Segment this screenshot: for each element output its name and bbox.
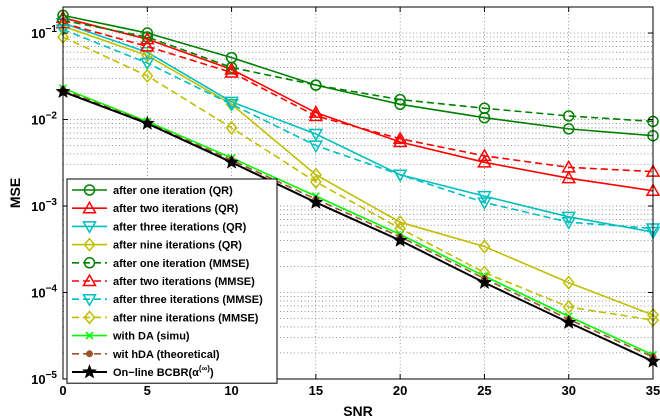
y-tick-labels: 10−5 10−4 10−3 10−2 10−1 bbox=[31, 24, 57, 387]
x-tick-label: 30 bbox=[561, 383, 575, 398]
data-point bbox=[477, 154, 492, 168]
data-point bbox=[141, 68, 154, 84]
data-point bbox=[562, 299, 575, 315]
data-point bbox=[478, 239, 491, 254]
y-tick-label: 10−1 bbox=[31, 24, 57, 41]
x-tick-labels: 0 5 10 15 20 25 30 35 bbox=[59, 383, 660, 398]
series-after-one-iteration-mmse bbox=[57, 14, 659, 128]
data-point bbox=[477, 197, 492, 210]
x-tick-label: 10 bbox=[224, 383, 238, 398]
data-point bbox=[224, 99, 239, 112]
y-tick-label: 10−2 bbox=[31, 111, 57, 128]
series-line bbox=[62, 19, 654, 123]
x-tick-label: 0 bbox=[59, 383, 66, 398]
x-tick-label: 35 bbox=[646, 383, 660, 398]
x-tick-label: 25 bbox=[477, 383, 491, 398]
data-point bbox=[82, 200, 97, 214]
data-point bbox=[82, 273, 97, 287]
data-point bbox=[141, 31, 154, 43]
data-point bbox=[561, 314, 577, 329]
x-tick-label: 20 bbox=[393, 383, 407, 398]
data-point bbox=[224, 154, 240, 169]
legend-label: after nine iterations (QR) bbox=[113, 240, 242, 252]
legend-label: wit hDA (theoretical) bbox=[112, 349, 220, 361]
legend-label: after three iterations (MMSE) bbox=[113, 294, 263, 306]
legend-label: after two iterations (MMSE) bbox=[113, 276, 255, 288]
data-point bbox=[82, 293, 97, 307]
y-tick-label: 10−5 bbox=[31, 370, 57, 387]
data-point bbox=[141, 48, 154, 63]
legend-label: On−line BCBR(α(∞)) bbox=[113, 364, 214, 379]
data-point bbox=[309, 167, 322, 182]
data-point bbox=[224, 64, 239, 78]
data-point bbox=[83, 184, 96, 196]
data-point bbox=[308, 105, 324, 118]
data-point bbox=[82, 221, 97, 234]
data-point bbox=[476, 274, 492, 289]
x-tick-label: 15 bbox=[309, 383, 323, 398]
data-point bbox=[308, 128, 324, 142]
series-line bbox=[62, 22, 654, 173]
x-axis-label: SNR bbox=[343, 403, 373, 419]
data-point bbox=[83, 257, 96, 269]
legend-label: with DA (simu) bbox=[112, 331, 190, 343]
data-point bbox=[225, 61, 238, 74]
legend-label: after one iteration (QR) bbox=[113, 185, 233, 197]
data-point bbox=[394, 93, 406, 106]
data-point bbox=[561, 216, 577, 230]
y-axis-label: MSE bbox=[7, 178, 23, 208]
legend-label: after two iterations (QR) bbox=[113, 203, 239, 215]
data-point bbox=[562, 275, 575, 290]
data-point bbox=[141, 27, 154, 39]
data-point bbox=[561, 170, 577, 184]
data-point bbox=[225, 120, 238, 136]
data-point bbox=[86, 350, 93, 358]
data-point bbox=[308, 108, 324, 122]
x-tick-label: 5 bbox=[144, 383, 151, 398]
data-point bbox=[85, 331, 94, 340]
data-point bbox=[478, 102, 491, 115]
data-point bbox=[477, 190, 492, 204]
data-point bbox=[83, 310, 96, 325]
series-line bbox=[62, 14, 654, 137]
data-point bbox=[562, 110, 575, 122]
data-point bbox=[562, 123, 575, 135]
data-point bbox=[561, 159, 577, 173]
data-point bbox=[392, 169, 408, 183]
series-after-one-iteration-qr bbox=[57, 9, 659, 142]
data-point bbox=[310, 79, 322, 91]
series-line bbox=[62, 25, 654, 316]
legend-label: after three iterations (QR) bbox=[113, 221, 247, 233]
legend-box bbox=[66, 178, 278, 384]
legend-label: after nine iterations (MMSE) bbox=[113, 312, 259, 324]
data-point bbox=[309, 174, 322, 190]
series-line bbox=[62, 90, 654, 363]
data-point bbox=[139, 57, 155, 71]
data-point bbox=[392, 131, 408, 144]
data-point bbox=[477, 148, 492, 162]
y-tick-label: 10−4 bbox=[31, 284, 57, 301]
data-point bbox=[308, 140, 324, 154]
legend-label: after one iteration (MMSE) bbox=[113, 258, 250, 270]
legend: after one iteration (QR) after two iterat… bbox=[66, 178, 278, 384]
series-line bbox=[62, 87, 654, 356]
data-point bbox=[392, 134, 408, 148]
data-point bbox=[83, 237, 96, 252]
data-point bbox=[308, 194, 324, 209]
y-tick-label: 10−3 bbox=[31, 197, 57, 214]
data-point bbox=[392, 232, 408, 247]
data-point bbox=[82, 364, 97, 379]
data-point bbox=[139, 38, 155, 52]
data-point bbox=[139, 115, 155, 130]
series-line bbox=[62, 22, 654, 233]
series-after-two-iterations-mmse bbox=[55, 15, 660, 177]
series-line bbox=[62, 28, 654, 230]
data-series bbox=[55, 9, 660, 368]
plot-frame bbox=[62, 6, 654, 380]
